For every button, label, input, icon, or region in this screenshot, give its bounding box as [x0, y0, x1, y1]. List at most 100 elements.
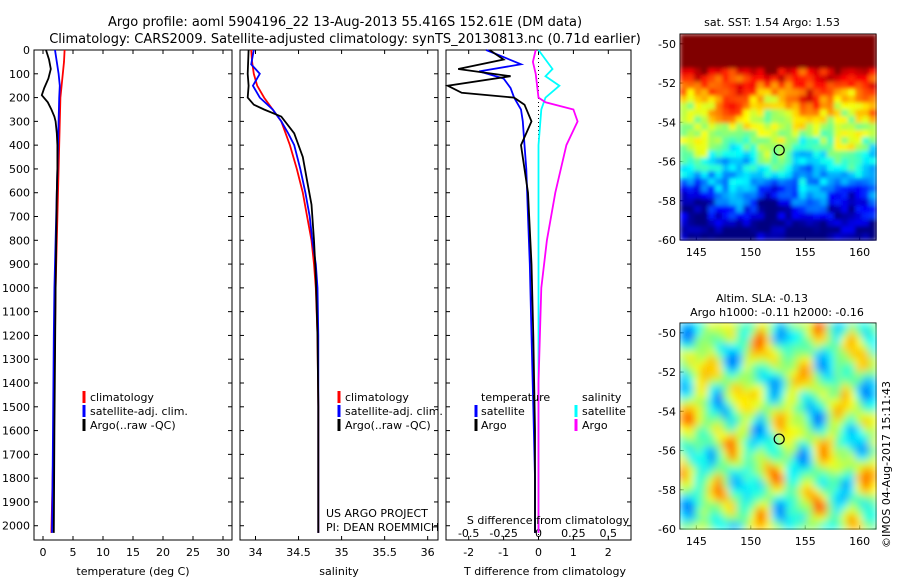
sla-cell [834, 350, 842, 358]
sla-cell [743, 522, 751, 530]
sst-cell [743, 198, 751, 207]
sst-cell [778, 82, 786, 90]
y-tick-label: 1500 [2, 401, 30, 414]
sst-cell [820, 75, 828, 83]
sla-cell [834, 426, 842, 434]
sst-cell [827, 150, 835, 159]
sla-cell [855, 384, 863, 393]
sst-cell [855, 171, 863, 179]
sst-cell [722, 40, 730, 49]
sst-cell [785, 75, 793, 83]
sla-cell [799, 336, 807, 345]
sst-cell [813, 88, 821, 97]
sst-cell [855, 143, 863, 152]
sst-cell [729, 109, 737, 117]
y-tick-label: 100 [9, 68, 30, 81]
sst-cell [708, 116, 716, 124]
sla-cell [750, 364, 758, 372]
sla-cell [813, 501, 821, 509]
sst-cell [834, 130, 842, 138]
sla-cell [736, 515, 744, 523]
sla-cell [820, 336, 828, 345]
sla-cell [862, 508, 870, 516]
sla-cell [687, 515, 695, 523]
sst-cell [701, 109, 709, 117]
sst-cell [743, 178, 751, 186]
sst-cell [687, 185, 695, 193]
sst-cell [792, 123, 800, 131]
sla-cell [813, 323, 821, 331]
sst-cell [848, 157, 856, 166]
sla-cell [764, 515, 772, 523]
sst-cell [736, 205, 744, 214]
sst-cell [848, 219, 856, 227]
sla-cell [792, 398, 800, 406]
sst-cell [827, 47, 835, 56]
sst-cell [743, 40, 751, 49]
sst-cell [764, 40, 772, 49]
sst-cell [827, 205, 835, 214]
sst-cell [806, 34, 814, 42]
sla-cell [687, 405, 695, 413]
sla-cell [750, 405, 758, 413]
sst-cell [701, 75, 709, 83]
sst-cell [757, 75, 765, 83]
sla-cell [694, 405, 702, 413]
sst-cell [820, 95, 828, 104]
y-tick-label: 1300 [2, 353, 30, 366]
sst-cell [680, 116, 688, 124]
sla-cell [757, 377, 765, 386]
sla-cell [841, 480, 849, 489]
sst-cell [736, 178, 744, 186]
sst-cell [855, 34, 863, 42]
sla-cell [708, 377, 716, 386]
sst-cell [862, 75, 870, 83]
sla-cell [708, 357, 716, 365]
sst-cell [680, 143, 688, 152]
sst-cell [680, 198, 688, 207]
sla-cell [834, 522, 842, 530]
sst-cell [841, 88, 849, 97]
sla-cell [848, 522, 856, 530]
sst-cell [764, 164, 772, 172]
sla-cell [792, 460, 800, 468]
sst-cell [834, 40, 842, 49]
sst-cell [736, 226, 744, 234]
sst-cell [680, 47, 688, 56]
sst-cell [722, 82, 730, 90]
sst-cell [855, 185, 863, 193]
sst-cell [743, 185, 751, 193]
sst-cell [694, 212, 702, 220]
sla-cell [708, 371, 716, 379]
sla-cell [701, 439, 709, 448]
sla-cell [722, 419, 730, 427]
sla-cell [813, 350, 821, 358]
y-tick-label: 1000 [2, 282, 30, 295]
sla-cell [771, 377, 779, 386]
sla-cell [715, 384, 723, 393]
sst-cell [764, 205, 772, 214]
sst-cell [841, 61, 849, 69]
sst-cell [869, 143, 877, 152]
sla-cell [820, 384, 828, 393]
sst-cell [778, 164, 786, 172]
sla-cell [841, 426, 849, 434]
sla-cell [869, 398, 877, 406]
sla-cell [813, 364, 821, 372]
sla-cell [820, 453, 828, 461]
sst-cell [729, 82, 737, 90]
sla-cell [785, 467, 793, 475]
sst-cell [694, 75, 702, 83]
sst-cell [743, 212, 751, 220]
sst-cell [771, 75, 779, 83]
y-tick-label: 900 [9, 258, 30, 271]
sst-cell [792, 34, 800, 42]
sla-cell [862, 343, 870, 352]
sst-cell [813, 116, 821, 124]
sla-cell [778, 460, 786, 468]
sst-cell [813, 233, 821, 241]
sst-cell [694, 102, 702, 111]
sst-cell [778, 123, 786, 131]
sla-cell [722, 460, 730, 468]
sst-cell [680, 54, 688, 63]
